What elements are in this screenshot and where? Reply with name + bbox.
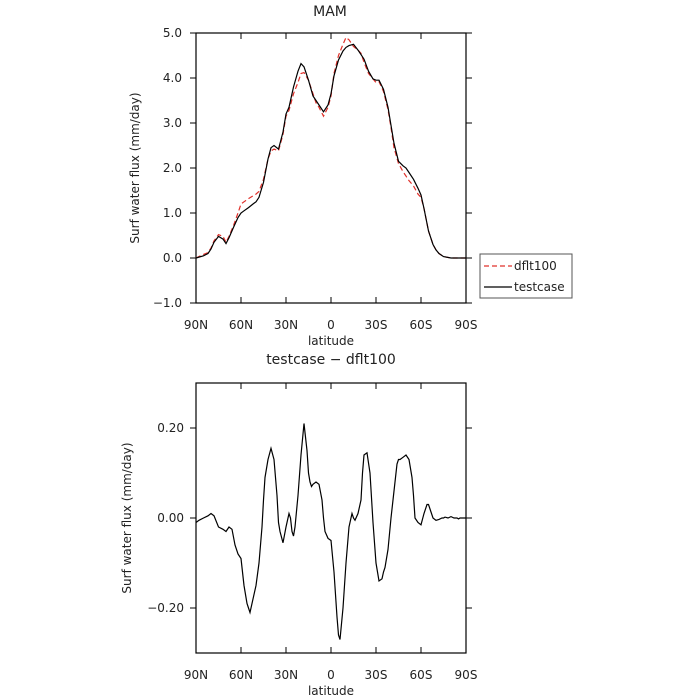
x-tick-label: 90S <box>455 318 478 332</box>
legend-box <box>479 253 573 299</box>
x-tick-labels: 90N 60N 30N 0 30S 60S 90S <box>184 668 478 682</box>
series-lines <box>195 36 466 259</box>
plot-area <box>190 382 472 654</box>
y-tick-label: 3.0 <box>163 116 182 130</box>
x-tick-label: 0 <box>327 668 335 682</box>
y-tick-label: 4.0 <box>163 71 182 85</box>
ticks <box>190 32 472 304</box>
x-tick-label: 90S <box>455 668 478 682</box>
ticks <box>190 383 472 653</box>
series-line-testcase <box>195 43 466 259</box>
y-tick-labels: −0.20 0.00 0.20 <box>147 421 184 615</box>
x-tick-label: 90N <box>184 668 208 682</box>
x-axis-label: latitude <box>308 684 354 698</box>
series-lines <box>195 423 466 640</box>
y-tick-labels: −1.0 0.0 1.0 2.0 3.0 4.0 5.0 <box>153 26 182 310</box>
x-tick-label: 90N <box>184 318 208 332</box>
axis-frame <box>195 32 467 304</box>
chart-mam: MAM 90N 60N 30N 0 30S 60S 90S −1.0 0.0 1… <box>128 4 573 348</box>
plot-area <box>190 32 472 304</box>
series-line-series-0 <box>195 423 466 640</box>
chart-difference: testcase − dflt100 90N 60N 30N 0 30S 60S… <box>120 352 477 698</box>
y-tick-label: 0.20 <box>157 421 184 435</box>
x-axis-label: latitude <box>308 334 354 348</box>
y-tick-label: −1.0 <box>153 296 182 310</box>
y-tick-label: 5.0 <box>163 26 182 40</box>
x-tick-label: 30S <box>365 318 388 332</box>
x-tick-label: 0 <box>327 318 335 332</box>
x-tick-label: 30N <box>274 668 298 682</box>
chart-title: testcase − dflt100 <box>266 352 396 368</box>
x-tick-label: 60S <box>410 668 433 682</box>
x-tick-label: 60S <box>410 318 433 332</box>
legend-label-testcase: testcase <box>514 280 565 294</box>
legend: dflt100 testcase <box>479 253 573 299</box>
y-tick-label: 2.0 <box>163 161 182 175</box>
x-tick-label: 30N <box>274 318 298 332</box>
series-line-dflt100 <box>195 36 466 259</box>
x-tick-labels: 90N 60N 30N 0 30S 60S 90S <box>184 318 478 332</box>
y-axis-label: Surf water flux (mm/day) <box>120 442 134 593</box>
y-tick-label: 1.0 <box>163 206 182 220</box>
y-tick-label: −0.20 <box>147 601 184 615</box>
x-tick-label: 30S <box>365 668 388 682</box>
y-tick-label: 0.00 <box>157 511 184 525</box>
x-tick-label: 60N <box>229 668 253 682</box>
y-axis-label: Surf water flux (mm/day) <box>128 92 142 243</box>
legend-label-dflt100: dflt100 <box>514 259 557 273</box>
y-tick-label: 0.0 <box>163 251 182 265</box>
chart-title: MAM <box>313 4 347 20</box>
axis-frame <box>195 382 467 654</box>
x-tick-label: 60N <box>229 318 253 332</box>
